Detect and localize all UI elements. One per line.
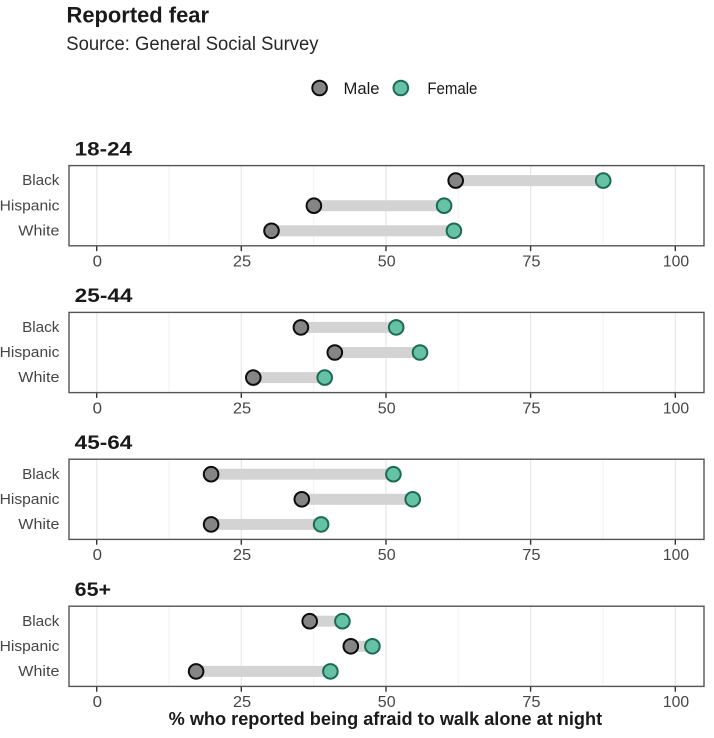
- svg-text:Black: Black: [22, 173, 60, 189]
- svg-text:0: 0: [93, 254, 103, 271]
- svg-text:65+: 65+: [75, 580, 111, 601]
- svg-text:White: White: [18, 370, 59, 386]
- svg-text:Hispanic: Hispanic: [0, 492, 59, 508]
- svg-text:75: 75: [522, 547, 540, 564]
- svg-text:White: White: [18, 664, 59, 680]
- svg-text:% who reported being afraid to: % who reported being afraid to walk alon…: [169, 708, 603, 729]
- svg-text:White: White: [18, 223, 59, 239]
- svg-text:25: 25: [233, 400, 251, 417]
- svg-text:25: 25: [233, 547, 251, 564]
- svg-text:0: 0: [93, 400, 103, 417]
- svg-text:75: 75: [522, 254, 540, 271]
- svg-text:100: 100: [663, 400, 690, 417]
- svg-text:75: 75: [522, 694, 540, 711]
- svg-text:45-64: 45-64: [75, 433, 133, 454]
- svg-text:18-24: 18-24: [75, 139, 133, 160]
- svg-text:Hispanic: Hispanic: [0, 639, 59, 655]
- svg-text:Source: General Social Survey: Source: General Social Survey: [66, 33, 318, 55]
- svg-text:50: 50: [378, 547, 396, 564]
- svg-text:100: 100: [663, 694, 690, 711]
- svg-text:Reported fear: Reported fear: [67, 3, 210, 28]
- svg-text:0: 0: [93, 547, 103, 564]
- svg-text:25: 25: [233, 254, 251, 271]
- svg-text:Black: Black: [22, 467, 60, 483]
- svg-text:Black: Black: [22, 614, 60, 630]
- svg-text:Hispanic: Hispanic: [0, 198, 59, 214]
- svg-text:50: 50: [378, 400, 396, 417]
- svg-text:100: 100: [663, 254, 690, 271]
- svg-text:100: 100: [663, 547, 690, 564]
- svg-text:50: 50: [378, 254, 396, 271]
- svg-text:0: 0: [93, 694, 103, 711]
- svg-text:Hispanic: Hispanic: [0, 345, 59, 361]
- svg-text:25-44: 25-44: [75, 286, 133, 307]
- svg-text:Black: Black: [22, 320, 60, 336]
- svg-text:White: White: [18, 517, 59, 533]
- svg-text:Female: Female: [427, 80, 477, 98]
- svg-text:25: 25: [233, 694, 251, 711]
- svg-text:Male: Male: [344, 80, 380, 98]
- svg-text:75: 75: [522, 400, 540, 417]
- svg-text:50: 50: [378, 694, 396, 711]
